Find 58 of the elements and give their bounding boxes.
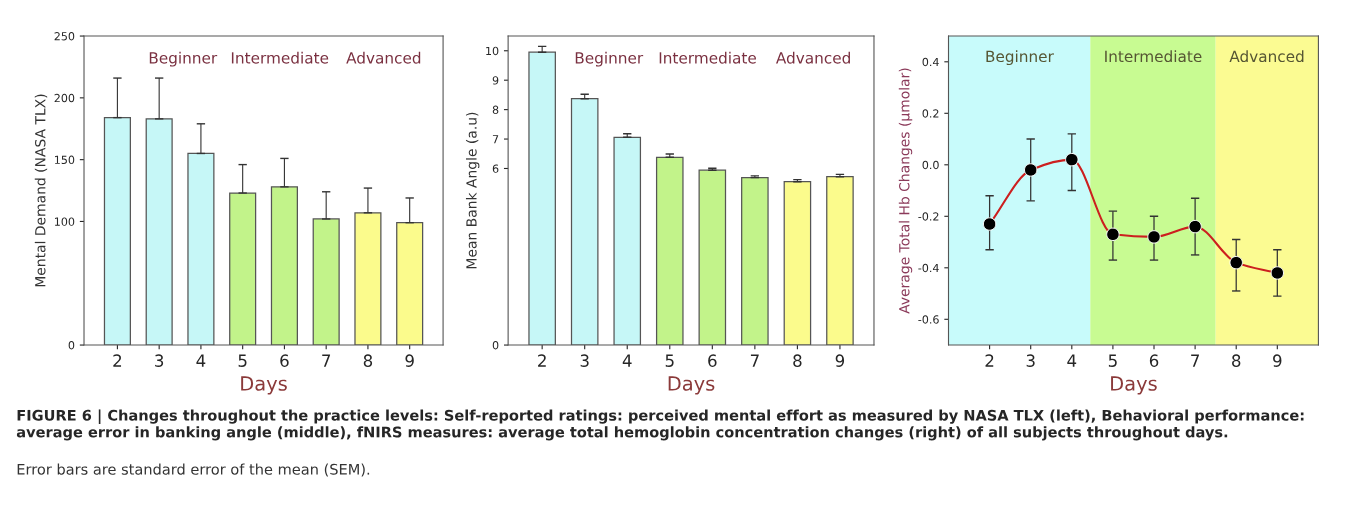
y-tick-label: -0.6: [918, 315, 939, 324]
y-tick-label: 0.4: [922, 57, 939, 67]
x-tick-label: 7: [322, 354, 331, 367]
x-tick-label: 9: [405, 354, 414, 367]
x-tick-label: 5: [1108, 354, 1117, 367]
x-tick-label: 7: [750, 354, 759, 367]
y-tick-label: 100: [54, 217, 75, 226]
x-tick-label: 3: [1026, 354, 1035, 367]
x-tick-label: 8: [363, 354, 373, 367]
y-tick-label: 7: [492, 135, 499, 144]
x-tick-label: 2: [538, 354, 546, 367]
y-tick-label: 200: [54, 93, 75, 103]
caption: FIGURE 6 | Changes throughout the practice levels: Self-reported ratings: perceived mental effort as measured by NASA TLX (left), Behavioral performance: average error in banking angle (middle), fNIRS measures: average total hemoglobin concentration changes (right) of all subjects throughout days.: [16, 409, 1304, 441]
annotation: Beginner: [575, 51, 644, 67]
y-tick-label: 9: [492, 76, 499, 85]
x-tick-label: 2: [985, 354, 994, 367]
x-tick-label: 4: [1067, 354, 1077, 367]
x-axis-title: Days: [241, 376, 287, 395]
y-tick-label: 0.2: [922, 109, 939, 118]
text: Error bars are standard error of the mean (SEM).: [17, 463, 370, 477]
annotation: Beginner: [149, 51, 218, 67]
y-axis-title: Mean Bank Angle (a.u): [465, 112, 480, 269]
y-tick-label: -0.4: [918, 263, 939, 273]
y-tick-label: 0.0: [922, 160, 939, 170]
x-tick-label: 7: [1191, 354, 1199, 367]
annotation: Intermediate: [659, 51, 756, 64]
band-label: Beginner: [986, 50, 1054, 66]
x-tick-label: 8: [1232, 354, 1241, 367]
x-tick-label: 9: [1273, 354, 1282, 367]
x-tick-label: 6: [708, 354, 717, 367]
x-tick-label: 4: [622, 354, 632, 367]
x-tick-label: 4: [196, 354, 206, 367]
annotation: Advanced: [775, 51, 850, 64]
annotation: Intermediate: [231, 51, 329, 64]
y-axis-title: Average Total Hb Changes (µmolar): [898, 68, 913, 314]
band-label: Intermediate: [1105, 50, 1202, 63]
annotation: Advanced: [346, 51, 421, 64]
y-tick-label: 6: [492, 164, 499, 173]
x-tick-label: 2: [113, 354, 122, 367]
y-tick-label: 10: [486, 46, 499, 56]
x-tick-label: 5: [665, 354, 674, 367]
x-tick-label: 6: [1149, 354, 1159, 367]
y-tick-label: 150: [54, 155, 75, 165]
x-tick-label: 3: [580, 354, 589, 367]
x-tick-label: 9: [835, 354, 845, 367]
x-axis-title: Days: [1111, 376, 1157, 395]
x-tick-label: 5: [238, 354, 247, 367]
y-axis-title: Mental Demand (NASA TLX): [34, 94, 48, 287]
x-tick-label: 6: [280, 354, 289, 367]
y-tick-label: 8: [492, 105, 499, 114]
x-tick-label: 3: [155, 354, 164, 367]
band-label: Advanced: [1229, 50, 1304, 63]
y-tick-label: 0: [492, 341, 499, 350]
x-axis-title: Days: [668, 376, 715, 395]
y-tick-label: -0.2: [918, 212, 939, 221]
x-tick-label: 8: [793, 354, 802, 367]
y-tick-label: 0: [68, 341, 75, 350]
y-tick-label: 250: [54, 32, 75, 41]
